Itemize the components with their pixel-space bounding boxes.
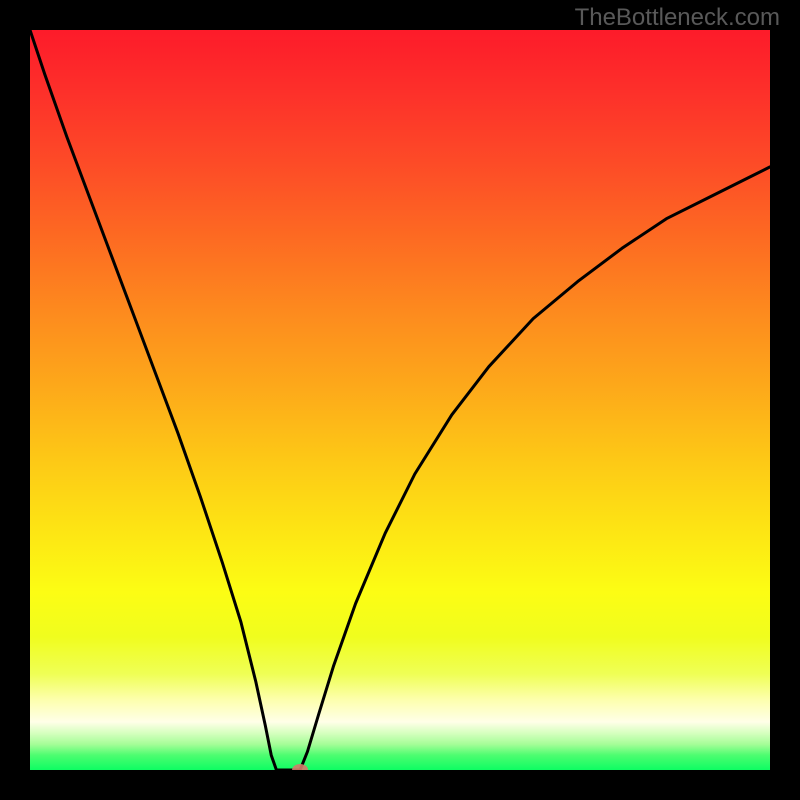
frame-bottom	[0, 770, 800, 800]
frame-left	[0, 0, 30, 800]
watermark-text: TheBottleneck.com	[575, 4, 780, 32]
gradient-background	[30, 30, 770, 770]
frame-right	[770, 0, 800, 800]
bottleneck-chart	[0, 0, 800, 800]
